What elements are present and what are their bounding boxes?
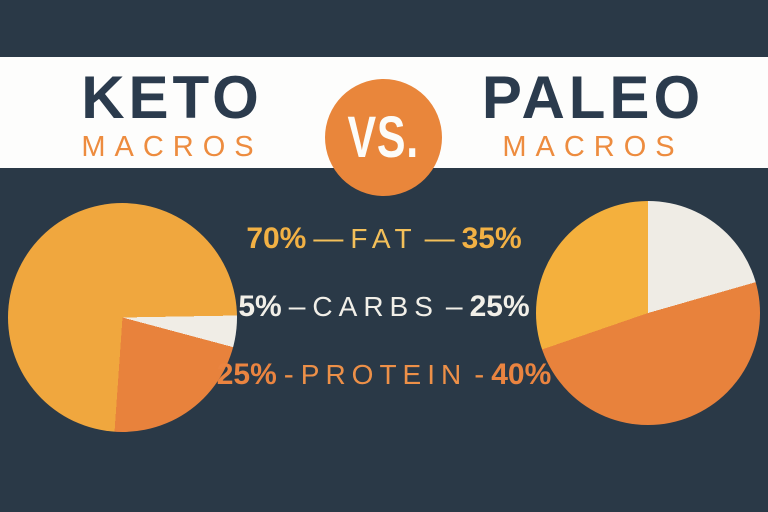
macro-row-carbs: 5% – CARBS – 25% [224,273,544,341]
keto-fat-value: 70% [246,222,307,255]
macro-row-protein: 25% - PROTEIN - 40% [217,341,552,409]
carbs-dash-right: – [445,290,463,323]
paleo-title: PALEO [481,64,705,131]
keto-title: KETO [81,64,263,131]
keto-pie-chart [8,203,237,432]
carbs-dash-left: – [288,290,306,323]
paleo-protein-value: 40% [491,358,552,391]
keto-carbs-value: 5% [238,290,282,323]
paleo-carbs-value: 25% [469,290,530,323]
macro-label-carbs: CARBS [312,291,439,322]
vs-badge: VS. [325,79,442,196]
paleo-subtitle: MACROS [502,131,684,163]
macro-row-fat: 70% — FAT — 35% [224,205,544,273]
protein-dash-left: - [283,358,294,391]
macro-label-protein: PROTEIN [300,359,468,390]
paleo-fat-value: 35% [461,222,522,255]
fat-dash-left: — [313,222,344,255]
paleo-pie-chart [536,201,760,425]
fat-dash-right: — [424,222,455,255]
macro-comparison: 70% — FAT — 35% 5% – CARBS – 25% 25% - P… [217,205,552,409]
keto-subtitle: MACROS [81,131,263,163]
keto-header: KETO MACROS [22,68,322,162]
macro-label-fat: FAT [350,223,418,254]
vs-label: VS. [347,105,420,170]
protein-dash-right: - [474,358,485,391]
header-band: KETO MACROS PALEO MACROS [0,57,768,168]
paleo-header: PALEO MACROS [443,68,743,162]
keto-protein-value: 25% [216,358,277,391]
